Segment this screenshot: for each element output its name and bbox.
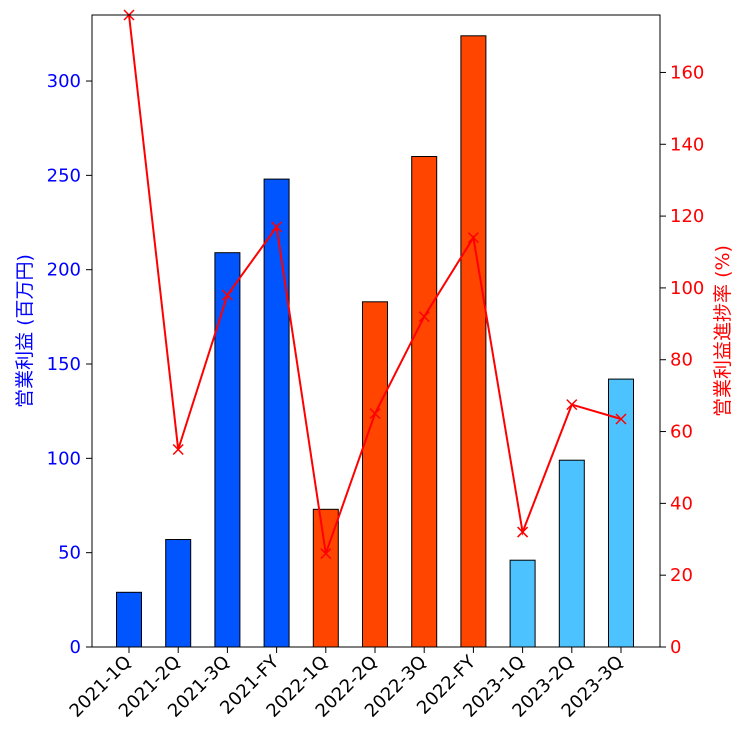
line-marker-2022-2Q	[369, 408, 381, 420]
line-marker-2023-2Q	[566, 399, 578, 411]
left-axis-ticks: 0 50 100 150 200 250 300	[47, 71, 92, 658]
right-tick-label: 160	[670, 62, 704, 83]
left-tick-label: 200	[47, 260, 81, 281]
plot-frame	[91, 14, 661, 648]
bar-2022-FY	[460, 35, 487, 648]
line-marker-2022-1Q	[320, 548, 332, 560]
bar-2023-1Q	[509, 559, 536, 648]
bar-2022-3Q	[411, 156, 438, 648]
bar-2023-3Q	[608, 378, 634, 648]
line-marker-2022-3Q	[418, 311, 430, 323]
left-tick-label: 250	[47, 165, 81, 186]
left-tick-label: 150	[47, 354, 81, 375]
line-marker-2021-3Q	[221, 289, 233, 301]
right-tick-label: 0	[670, 637, 681, 658]
right-tick-label: 140	[670, 134, 704, 155]
left-tick-label: 0	[70, 637, 81, 658]
axes	[91, 14, 661, 648]
left-tick-label: 300	[47, 71, 81, 92]
y-axis-right-label: 営業利益進捗率 (%)	[712, 245, 734, 417]
right-tick-label: 80	[670, 350, 693, 371]
left-tick-label: 50	[58, 543, 81, 564]
x-axis-ticks: 2021-1Q2021-2Q2021-3Q2021-FY2022-1Q2022-…	[66, 647, 628, 722]
line-marker-2021-2Q	[172, 443, 184, 456]
bar-group	[116, 35, 634, 648]
right-tick-label: 20	[670, 565, 693, 586]
right-tick-label: 60	[670, 422, 693, 443]
line-marker-2022-FY	[467, 232, 479, 244]
right-tick-label: 100	[670, 278, 704, 299]
bar-2021-FY	[263, 178, 290, 648]
y-axis-left-label: 営業利益 (百万円)	[14, 254, 36, 408]
bar-2021-1Q	[116, 591, 142, 648]
bar-2021-3Q	[214, 252, 241, 648]
bar-2022-2Q	[362, 301, 388, 648]
bar-2023-2Q	[558, 459, 585, 648]
right-axis-ticks: 0 20 40 60 80 100 120 140 160	[660, 62, 704, 658]
right-tick-label: 40	[670, 493, 693, 514]
line-marker-2023-3Q	[615, 413, 627, 425]
line-marker-2023-1Q	[517, 526, 529, 538]
line-marker-2021-FY	[271, 221, 283, 233]
bar-2021-2Q	[165, 539, 192, 648]
right-tick-label: 120	[670, 206, 704, 227]
left-tick-label: 100	[47, 448, 81, 469]
